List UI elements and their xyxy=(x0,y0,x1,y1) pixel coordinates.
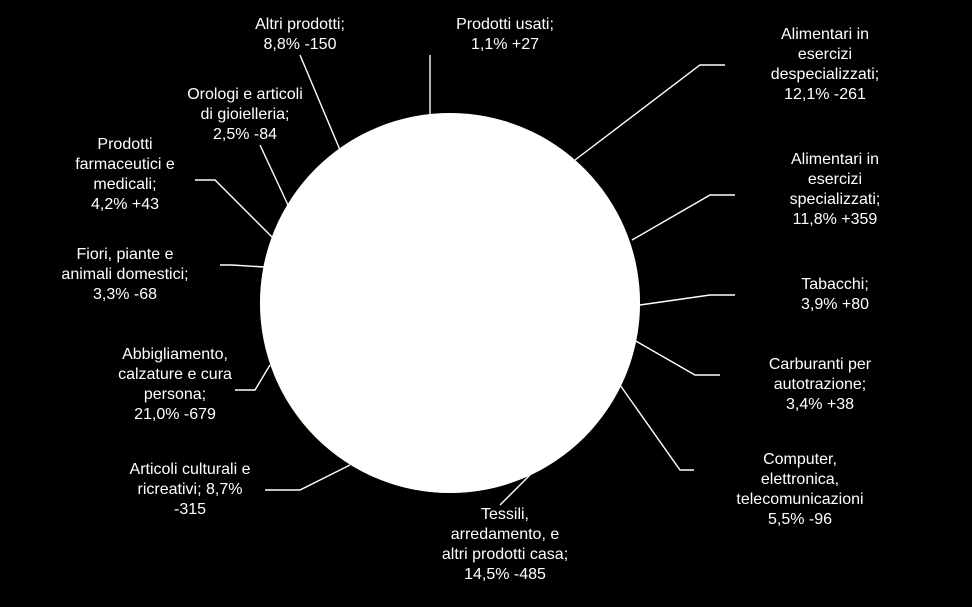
label-alimentari-despecializzati: Alimentari in esercizi despecializzati; … xyxy=(725,25,925,105)
leader-alimentari-despecializzati xyxy=(575,65,725,160)
label-orologi: Orologi e articoli di gioielleria; 2,5% … xyxy=(135,85,355,145)
leader-computer xyxy=(620,385,694,470)
leader-orologi xyxy=(260,145,288,205)
pie-cover-circle xyxy=(260,113,640,493)
label-tessili: Tessili, arredamento, e altri prodotti c… xyxy=(380,505,630,585)
label-articoli-culturali: Articoli culturali e ricreativi; 8,7% -3… xyxy=(75,460,305,520)
label-carburanti: Carburanti per autotrazione; 3,4% +38 xyxy=(720,355,920,415)
pie-chart-container: Alimentari in esercizi despecializzati; … xyxy=(0,0,972,607)
leader-alimentari-specializzati xyxy=(632,195,735,240)
label-farmaceutici: Prodotti farmaceutici e medicali; 4,2% +… xyxy=(25,135,225,215)
label-tabacchi: Tabacchi; 3,9% +80 xyxy=(735,275,935,315)
label-abbigliamento: Abbigliamento, calzature e cura persona;… xyxy=(60,345,290,425)
label-fiori-piante: Fiori, piante e animali domestici; 3,3% … xyxy=(10,245,240,305)
leader-tabacchi xyxy=(640,295,735,305)
leader-carburanti xyxy=(634,340,720,375)
label-alimentari-specializzati: Alimentari in esercizi specializzati; 11… xyxy=(735,150,935,230)
label-computer: Computer, elettronica, telecomunicazioni… xyxy=(690,450,910,530)
label-prodotti-usati: Prodotti usati; 1,1% +27 xyxy=(405,15,605,55)
label-altri-prodotti: Altri prodotti; 8,8% -150 xyxy=(200,15,400,55)
